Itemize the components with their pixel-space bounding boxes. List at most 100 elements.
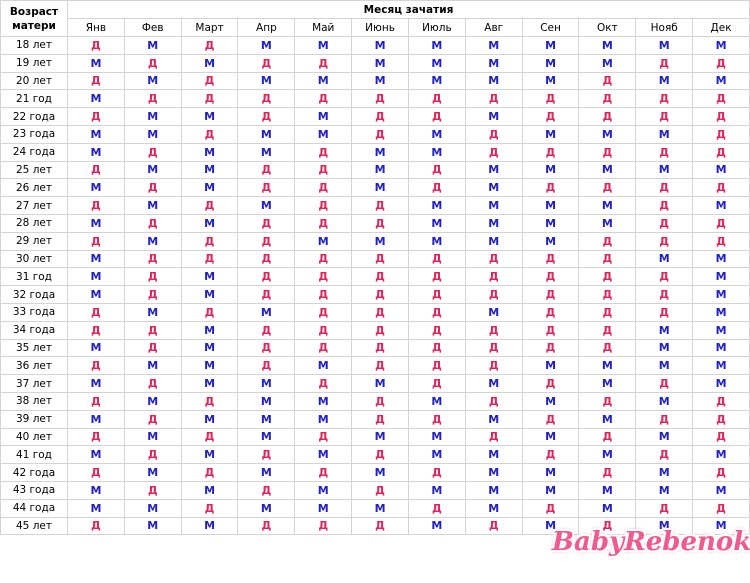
month-label: Янв	[67, 18, 125, 37]
table-row: 29 лет Д М Д Д М М М М М Д Д Д	[0, 231, 750, 251]
gender-cell: Д	[464, 249, 523, 269]
gender-cell: М	[521, 53, 580, 73]
age-label: 34 года	[0, 320, 68, 340]
gender-cell: Д	[180, 391, 239, 411]
gender-cell: Д	[635, 374, 694, 393]
gender-cell: М	[692, 267, 750, 287]
gender-cell: М	[635, 338, 694, 358]
gender-cell: Д	[464, 124, 523, 144]
gender-cell: М	[294, 409, 353, 429]
age-label: 40 лет	[0, 427, 68, 447]
gender-cell: Д	[67, 302, 125, 322]
table-row: 45 лет Д М М Д Д Д М Д М Д М М	[0, 516, 750, 536]
gender-cell: М	[67, 409, 125, 429]
watermark: BabyRebenok	[552, 527, 750, 557]
gender-cell: Д	[351, 480, 409, 500]
gender-cell: М	[180, 107, 239, 126]
gender-cell: Д	[635, 445, 694, 465]
age-header-line: Возраст	[9, 5, 59, 18]
gender-cell: М	[692, 480, 750, 500]
gender-cell: М	[351, 463, 409, 482]
gender-cell: М	[123, 71, 182, 91]
gender-cell: М	[294, 480, 353, 500]
gender-cell: Д	[180, 89, 239, 109]
gender-cell: Д	[635, 142, 694, 162]
gender-cell: Д	[237, 53, 296, 73]
gender-cell: Д	[294, 463, 353, 482]
table-row: 42 года Д М Д М Д М Д М М Д М Д	[0, 463, 750, 482]
gender-cell: Д	[464, 267, 523, 287]
table-row: 40 лет Д М Д М Д М М Д М Д М Д	[0, 427, 750, 447]
gender-cell: Д	[294, 249, 353, 269]
gender-cell: М	[692, 320, 750, 340]
age-label: 25 лет	[0, 160, 68, 180]
gender-cell: Д	[521, 107, 580, 126]
gender-cell: М	[294, 391, 353, 411]
table-row: 22 года Д М М Д М Д Д М Д Д Д Д	[0, 107, 750, 126]
age-label: 24 года	[0, 142, 68, 162]
gender-cell: М	[67, 338, 125, 358]
gender-cell: М	[237, 427, 296, 447]
gender-cell: М	[123, 196, 182, 215]
gender-cell: Д	[578, 142, 637, 162]
gender-cell: М	[67, 374, 125, 393]
gender-cell: М	[578, 356, 637, 376]
table-row: 21 год М Д Д Д Д Д Д Д Д Д Д Д	[0, 89, 750, 109]
gender-cell: М	[635, 480, 694, 500]
age-label: 37 лет	[0, 374, 68, 393]
gender-cell: М	[237, 124, 296, 144]
gender-cell: Д	[351, 124, 409, 144]
gender-cell: М	[67, 53, 125, 73]
gender-cell: М	[635, 356, 694, 376]
gender-cell: Д	[692, 142, 750, 162]
gender-cell: Д	[407, 267, 466, 287]
gender-cell: М	[180, 445, 239, 465]
month-label: Авг	[464, 18, 523, 37]
gender-cell: М	[578, 445, 637, 465]
gender-cell: Д	[67, 320, 125, 340]
gender-cell: М	[578, 498, 637, 518]
gender-cell: М	[123, 302, 182, 322]
gender-cell: М	[351, 178, 409, 198]
gender-cell: Д	[294, 213, 353, 233]
gender-cell: М	[464, 231, 523, 251]
month-label: Март	[180, 18, 239, 37]
gender-cell: М	[294, 124, 353, 144]
table-row: 44 года М М Д М М М Д М Д М Д Д	[0, 498, 750, 518]
gender-cell: М	[692, 160, 750, 180]
gender-cell: М	[237, 71, 296, 91]
gender-cell: М	[180, 142, 239, 162]
gender-cell: М	[294, 356, 353, 376]
gender-cell: Д	[464, 89, 523, 109]
gender-cell: М	[635, 320, 694, 340]
gender-cell: М	[692, 249, 750, 269]
gender-cell: Д	[407, 498, 466, 518]
gender-cell: Д	[180, 302, 239, 322]
gender-cell: Д	[635, 498, 694, 518]
age-label: 35 лет	[0, 338, 68, 358]
gender-cell: М	[180, 160, 239, 180]
gender-cell: М	[180, 409, 239, 429]
table-row: 43 года М Д М Д М Д М М М М М М	[0, 480, 750, 500]
gender-cell: М	[578, 36, 637, 55]
month-label: Сен	[521, 18, 580, 37]
gender-cell: Д	[180, 124, 239, 144]
gender-cell: Д	[123, 338, 182, 358]
gender-cell: Д	[635, 302, 694, 322]
gender-cell: Д	[123, 249, 182, 269]
gender-cell: Д	[578, 302, 637, 322]
gender-cell: Д	[351, 356, 409, 376]
gender-cell: Д	[294, 302, 353, 322]
gender-cell: М	[521, 196, 580, 215]
month-label: Окт	[578, 18, 637, 37]
gender-cell: Д	[294, 516, 353, 536]
gender-cell: Д	[692, 213, 750, 233]
table-row: 37 лет М Д М М Д М Д М Д М Д М	[0, 374, 750, 393]
gender-cell: М	[692, 338, 750, 358]
gender-cell: Д	[123, 178, 182, 198]
gender-cell: Д	[521, 285, 580, 304]
month-label: Апр	[237, 18, 296, 37]
gender-cell: М	[237, 36, 296, 55]
table-row: 32 года М Д М Д Д Д Д Д Д Д Д М	[0, 285, 750, 304]
